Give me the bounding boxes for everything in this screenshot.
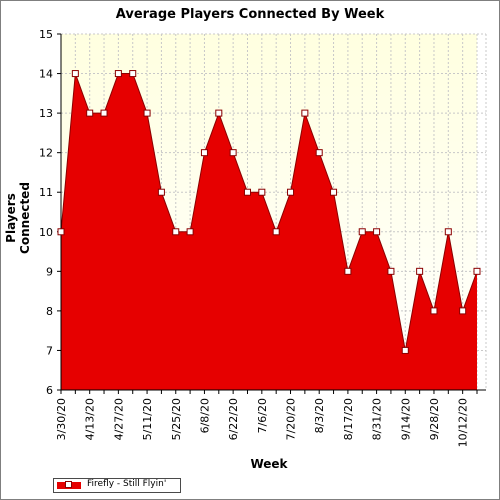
y-tick-label: 10 — [39, 226, 53, 239]
x-tick-label: 9/14/20 — [399, 398, 412, 440]
data-point-marker — [157, 188, 165, 196]
data-point-marker — [172, 228, 180, 236]
legend-marker — [65, 481, 72, 488]
data-point-marker — [215, 109, 223, 117]
series-area-fill — [61, 73, 477, 391]
data-point-marker — [430, 307, 438, 315]
x-tick-label: 7/20/20 — [285, 398, 298, 440]
data-point-marker — [57, 228, 65, 236]
y-tick-label: 15 — [39, 28, 53, 41]
chart-title: Average Players Connected By Week — [115, 7, 385, 22]
x-axis-title: Week — [250, 457, 288, 471]
series-markers — [57, 70, 481, 354]
x-tick-label: 6/8/20 — [198, 398, 211, 433]
x-tick-label: 8/31/20 — [371, 398, 384, 440]
data-point-marker — [86, 109, 94, 117]
data-point-marker — [143, 109, 151, 117]
x-tick-label: 9/28/20 — [428, 398, 441, 440]
data-point-marker — [387, 267, 395, 275]
x-tick-label: 5/11/20 — [141, 398, 154, 440]
legend-label: Firefly - Still Flyin' — [87, 479, 167, 489]
x-tick-label: 10/12/20 — [457, 398, 470, 447]
data-point-marker — [114, 70, 122, 78]
data-point-marker — [71, 70, 79, 78]
y-tick-label: 7 — [46, 344, 53, 357]
data-point-marker — [330, 188, 338, 196]
data-point-marker — [416, 267, 424, 275]
x-tick-label: 4/13/20 — [84, 398, 97, 440]
legend: Firefly - Still Flyin' — [53, 478, 181, 493]
data-point-marker — [373, 228, 381, 236]
data-point-marker — [344, 267, 352, 275]
data-point-marker — [100, 109, 108, 117]
data-point-marker — [473, 267, 481, 275]
data-point-marker — [444, 228, 452, 236]
data-point-marker — [272, 228, 280, 236]
x-tick-label: 3/30/20 — [55, 398, 68, 440]
x-tick-label: 7/6/20 — [256, 398, 269, 433]
y-tick-label: 9 — [46, 265, 53, 278]
data-point-marker — [401, 346, 409, 354]
y-tick-label: 8 — [46, 305, 53, 318]
x-tick-label: 8/17/20 — [342, 398, 355, 440]
data-point-marker — [287, 188, 295, 196]
data-point-marker — [186, 228, 194, 236]
data-point-marker — [301, 109, 309, 117]
y-tick-label: 13 — [39, 107, 53, 120]
data-point-marker — [243, 188, 251, 196]
data-point-marker — [129, 70, 137, 78]
x-tick-label: 5/25/20 — [170, 398, 183, 440]
x-tick-label: 4/27/20 — [112, 398, 125, 440]
data-point-marker — [459, 307, 467, 315]
data-point-marker — [358, 228, 366, 236]
y-tick-label: 6 — [46, 384, 53, 397]
y-axis-title: Players Connected — [4, 182, 32, 254]
data-point-marker — [315, 149, 323, 157]
y-tick-label: 14 — [39, 68, 53, 81]
data-point-marker — [200, 149, 208, 157]
x-tick-label: 8/3/20 — [313, 398, 326, 433]
x-tick-label: 6/22/20 — [227, 398, 240, 440]
data-point-marker — [229, 149, 237, 157]
y-tick-label: 12 — [39, 147, 53, 160]
y-tick-label: 11 — [39, 186, 53, 199]
data-point-marker — [258, 188, 266, 196]
axes: 6 7 8 9 10 11 12 13 14 15 3/30/20 4/13/20 4/27/20 5/1… — [39, 28, 486, 447]
